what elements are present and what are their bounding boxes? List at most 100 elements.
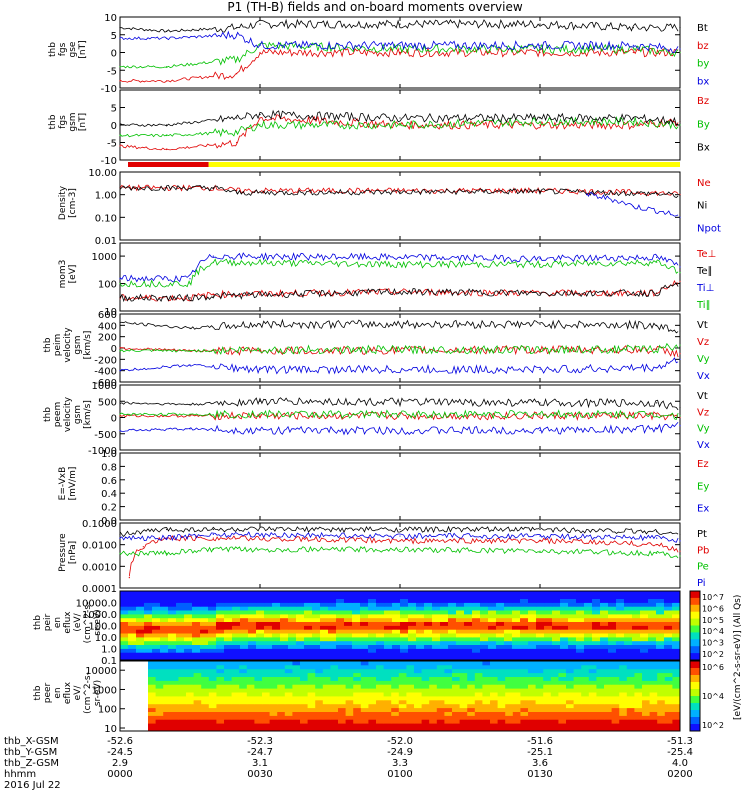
heatmap-cell: [232, 629, 241, 634]
heatmap-cell: [459, 719, 468, 724]
heatmap-cell: [376, 640, 385, 645]
heatmap-cell: [634, 688, 643, 693]
heatmap-cell: [642, 688, 650, 693]
heatmap-cell: [528, 711, 536, 716]
heatmap-cell: [315, 661, 324, 666]
x-axis-value: 0130: [527, 769, 552, 780]
heatmap-cell: [232, 591, 241, 596]
heatmap-cell: [269, 661, 278, 666]
heatmap-cell: [248, 648, 257, 653]
data-point: [166, 37, 168, 39]
heatmap-cell: [444, 719, 453, 724]
heatmap-cell: [576, 610, 585, 615]
heatmap-cell: [448, 621, 457, 626]
heatmap-cell: [414, 723, 422, 728]
heatmap-cell: [186, 723, 194, 728]
heatmap-cell: [592, 594, 601, 599]
heatmap-cell: [192, 598, 201, 603]
heatmap-cell: [452, 703, 460, 709]
heatmap-cell: [208, 707, 217, 712]
heatmap-cell: [254, 715, 263, 720]
y-tick-label: 10000: [85, 666, 117, 677]
heatmap-cell: [440, 594, 449, 599]
heatmap-cell: [464, 633, 473, 638]
data-point: [236, 117, 238, 119]
heatmap-cell: [626, 699, 635, 705]
heatmap-cell: [474, 703, 483, 709]
heatmap-cell: [488, 629, 497, 634]
heatmap-cell: [400, 644, 409, 649]
heatmap-cell: [432, 629, 441, 634]
heatmap-cell: [307, 707, 316, 712]
heatmap-cell: [504, 640, 513, 645]
heatmap-cell: [345, 668, 354, 674]
heatmap-cell: [208, 676, 217, 681]
heatmap-cell: [384, 625, 393, 630]
y-axis-label: thb peir en eflux (eV/(cm^2-s-sr-eV): [33, 602, 103, 644]
heatmap-cell: [170, 672, 179, 677]
heatmap-cell: [296, 633, 305, 638]
heatmap-cell: [360, 614, 369, 619]
data-point: [399, 51, 401, 54]
heatmap-cell: [269, 707, 278, 712]
data-point: [236, 73, 238, 75]
heatmap-cell: [296, 648, 305, 653]
y-tick-label: 0: [111, 121, 117, 132]
heatmap-cell: [520, 652, 529, 657]
heatmap-cell: [604, 684, 612, 689]
y-axis-label-line: en: [53, 687, 63, 698]
heatmap-cell: [672, 676, 681, 681]
heatmap-cell: [338, 661, 346, 666]
heatmap-cell: [368, 684, 377, 689]
heatmap-cell: [208, 621, 217, 626]
heatmap-cell: [592, 633, 601, 638]
heatmap-cell: [520, 598, 529, 603]
heatmap-cell: [391, 699, 400, 705]
heatmap-cell: [224, 621, 233, 626]
heatmap-cell: [616, 656, 625, 661]
heatmap-cell: [224, 610, 233, 615]
heatmap-cell: [193, 661, 202, 666]
heatmap-cell: [256, 610, 265, 615]
data-point: [166, 124, 168, 126]
heatmap-cell: [208, 610, 217, 615]
heatmap-cell: [424, 598, 433, 603]
heatmap-cell: [184, 614, 193, 619]
heatmap-cell: [208, 625, 217, 630]
heatmap-cell: [201, 699, 210, 705]
heatmap-cell: [248, 602, 257, 607]
heatmap-cell: [568, 614, 577, 619]
heatmap-cell: [604, 715, 612, 720]
series-line-bz: [119, 46, 679, 83]
heatmap-cell: [368, 637, 377, 642]
heatmap-cell: [148, 692, 156, 697]
heatmap-cell: [592, 591, 601, 596]
y-tick-label: 0.10: [95, 213, 117, 224]
heatmap-cell: [421, 703, 430, 709]
x-axis-value: 0200: [667, 769, 692, 780]
heatmap-cell: [584, 617, 593, 622]
heatmap-cell: [360, 644, 369, 649]
y-axis-label: thb fgs gse [nT]: [48, 40, 88, 58]
heatmap-cell: [436, 692, 445, 697]
heatmap-cell: [256, 591, 265, 596]
heatmap-cell: [208, 719, 217, 724]
heatmap-cell: [176, 637, 185, 642]
heatmap-cell: [573, 696, 582, 701]
heatmap-cell: [288, 610, 297, 615]
heatmap-cell: [160, 610, 169, 615]
y-tick-label: 100: [98, 280, 117, 291]
legend-ne: Ne: [697, 178, 711, 189]
heatmap-cell: [456, 640, 465, 645]
heatmap-cell: [200, 656, 209, 661]
heatmap-cell: [262, 676, 270, 681]
heatmap-cell: [368, 707, 377, 712]
heatmap-cell: [536, 640, 545, 645]
heatmap-cell: [664, 617, 673, 622]
heatmap-cell: [456, 644, 465, 649]
heatmap-cell: [490, 715, 498, 720]
heatmap-cell: [512, 696, 521, 701]
heatmap-cell: [626, 676, 635, 681]
heatmap-cell: [163, 699, 172, 705]
data-point: [632, 51, 634, 54]
